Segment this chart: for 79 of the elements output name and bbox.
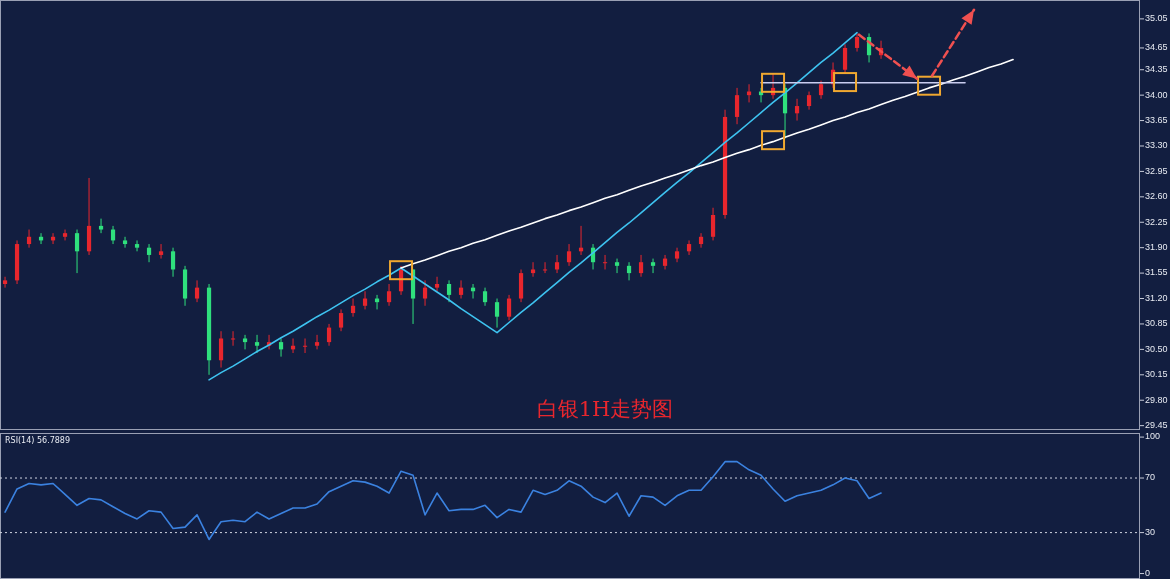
- chart-title: RSI(14) 56.7889: [5, 436, 71, 445]
- candlestick: [794, 98, 800, 122]
- y-tick-label: 30: [1145, 526, 1156, 537]
- point: [761, 130, 786, 151]
- y-tick-label: 70: [1145, 472, 1156, 483]
- candlestick: [446, 279, 452, 303]
- y-tick-label: 33.30: [1145, 140, 1168, 151]
- line-series: [4, 460, 882, 541]
- candlestick: [698, 232, 704, 249]
- candlestick: [614, 258, 620, 274]
- candlestick: [74, 229, 80, 274]
- y-tick-label: 34.00: [1145, 89, 1168, 100]
- y-tick-label: 30.85: [1145, 318, 1168, 329]
- line-series: [208, 31, 858, 381]
- candlestick: [314, 334, 320, 350]
- candlestick: [626, 261, 632, 281]
- y-tick-label: 32.60: [1145, 191, 1168, 202]
- candlestick: [230, 330, 236, 347]
- point: [833, 72, 858, 93]
- candlestick: [350, 298, 356, 318]
- text: 白银1H走势图: [536, 397, 674, 421]
- candlestick: [494, 298, 500, 329]
- candlestick: [386, 283, 392, 307]
- candlestick: [602, 254, 608, 270]
- y-tick-label: 29.80: [1145, 394, 1168, 405]
- candlestick: [422, 279, 428, 307]
- y-tick-label: 29.45: [1145, 420, 1168, 431]
- y-tick-label: 31.90: [1145, 242, 1168, 253]
- candlestick: [542, 261, 548, 274]
- candlestick: [302, 337, 308, 354]
- candlestick: [854, 32, 860, 53]
- y-tick-label: 31.20: [1145, 292, 1168, 303]
- candlestick: [734, 87, 740, 125]
- y-tick-label: 0: [1145, 567, 1151, 578]
- candlestick: [134, 239, 140, 252]
- candlestick: [434, 276, 440, 292]
- y-tick-label: 34.35: [1145, 64, 1168, 75]
- candlestick: [506, 294, 512, 321]
- candlestick: [242, 334, 248, 350]
- candlestick: [218, 330, 224, 369]
- point: [917, 75, 942, 96]
- candlestick: [686, 239, 692, 256]
- candlestick: [458, 279, 464, 300]
- y-tick-label: 35.05: [1145, 13, 1168, 24]
- candlestick: [530, 261, 536, 278]
- candlestick: [554, 254, 560, 274]
- y-tick-label: 31.55: [1145, 267, 1168, 278]
- y-tick-label: 32.25: [1145, 216, 1168, 227]
- candlestick: [170, 247, 176, 278]
- candlestick: [62, 229, 68, 241]
- y-tick-label: 30.50: [1145, 343, 1168, 354]
- candlestick: [194, 279, 200, 303]
- candlestick: [818, 80, 824, 100]
- candlestick: [158, 243, 164, 260]
- candlestick: [26, 229, 32, 249]
- candlestick: [362, 290, 368, 310]
- candlestick: [482, 287, 488, 307]
- candlestick: [842, 43, 848, 74]
- y-tick-label: 100: [1145, 431, 1161, 442]
- candlestick: [2, 276, 8, 289]
- candlestick: [254, 334, 260, 354]
- y-tick-label: 32.95: [1145, 165, 1168, 176]
- candlestick: [806, 91, 812, 111]
- candlestick: [710, 207, 716, 241]
- candlestick: [122, 236, 128, 249]
- candlestick: [98, 218, 104, 234]
- candlestick: [638, 254, 644, 278]
- point: [761, 72, 786, 93]
- candlestick: [338, 308, 344, 332]
- candlestick: [146, 243, 152, 263]
- y-tick-label: 33.65: [1145, 114, 1168, 125]
- candlestick: [566, 243, 572, 267]
- y-tick-label: 34.65: [1145, 42, 1168, 53]
- y-tick-label: 30.15: [1145, 369, 1168, 380]
- candlestick: [662, 254, 668, 270]
- candlestick: [650, 258, 656, 274]
- candlestick: [326, 323, 332, 347]
- point: [389, 260, 414, 281]
- candlestick: [278, 337, 284, 358]
